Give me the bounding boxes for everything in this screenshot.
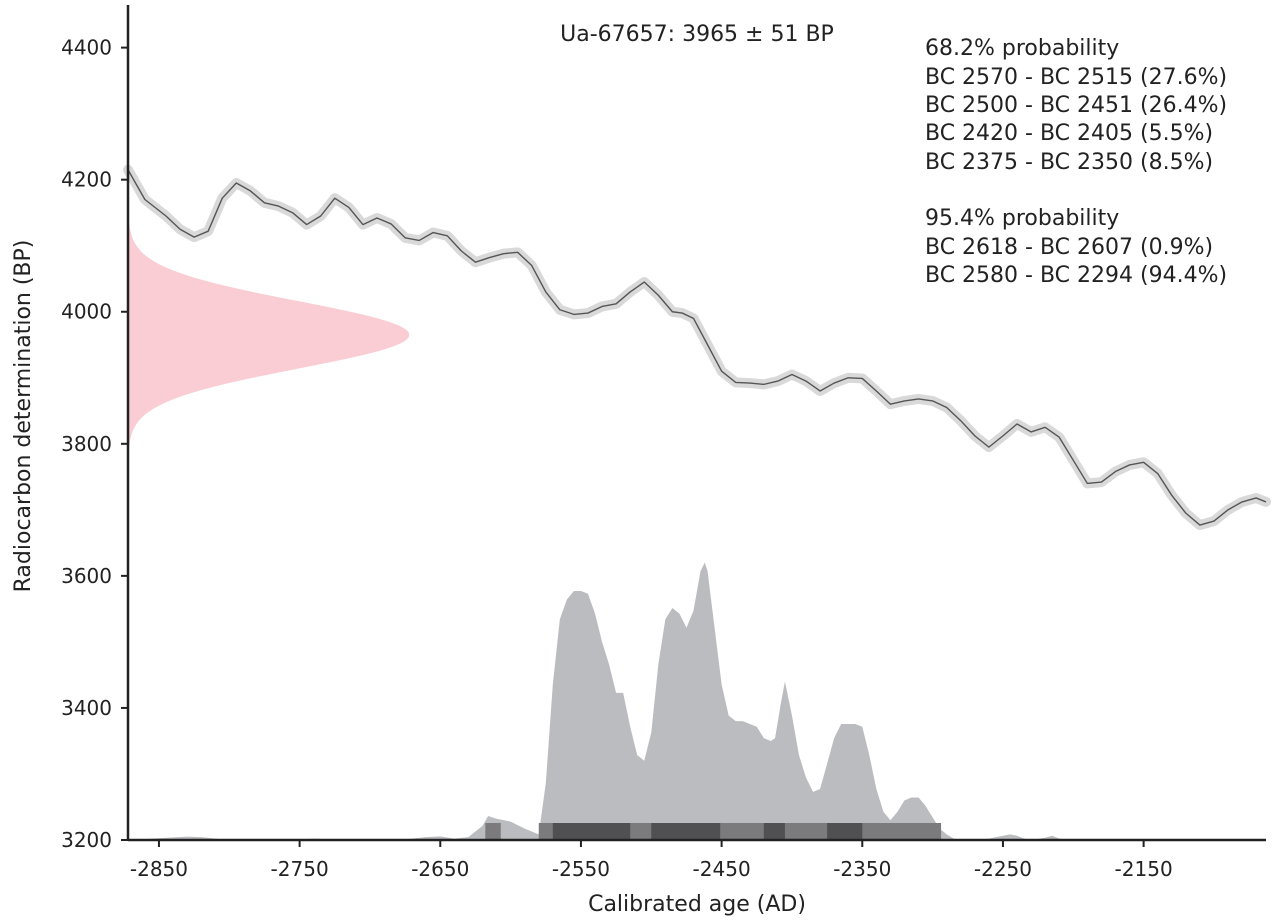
range-bar-95-1	[485, 823, 501, 840]
heading-95: 95.4% probability	[925, 206, 1119, 231]
probability-annotations: 68.2% probability BC 2570 - BC 2515 (27.…	[925, 36, 1227, 288]
x-tick-label: -2750	[271, 857, 329, 881]
y-tick-label: 4000	[61, 300, 112, 324]
range-bar-68-1	[552, 823, 631, 840]
calibration-curve	[123, 164, 1271, 531]
calibration-line	[127, 169, 1267, 526]
x-axis-title: Calibrated age (AD)	[588, 892, 806, 917]
range-bar-68-4	[827, 823, 863, 840]
y-tick-label: 3800	[61, 432, 112, 456]
range-68-1: BC 2570 - BC 2515 (27.6%)	[925, 65, 1227, 90]
y-tick-label: 3600	[61, 564, 112, 588]
x-tick-label: -2150	[1115, 857, 1173, 881]
range-68-3: BC 2420 - BC 2405 (5.5%)	[925, 121, 1213, 146]
x-tick-label: -2550	[552, 857, 610, 881]
range-68-4: BC 2375 - BC 2350 (8.5%)	[925, 150, 1213, 175]
x-tick-label: -2250	[974, 857, 1032, 881]
axes	[121, 5, 1266, 847]
range-68-2: BC 2500 - BC 2451 (26.4%)	[925, 93, 1227, 118]
measurement-distribution	[128, 200, 410, 470]
x-tick-label: -2850	[130, 857, 188, 881]
x-tick-label: -2450	[693, 857, 751, 881]
y-tick-label: 4200	[61, 168, 112, 192]
chart-title: Ua-67657: 3965 ± 51 BP	[560, 22, 834, 47]
posterior-distribution	[128, 562, 1266, 840]
y-axis-title: Radiocarbon determination (BP)	[11, 240, 36, 593]
x-tick-label: -2350	[833, 857, 891, 881]
range-bar-68-2	[651, 823, 721, 840]
range-bars	[485, 823, 942, 840]
range-95-2: BC 2580 - BC 2294 (94.4%)	[925, 263, 1227, 288]
posterior-area	[128, 562, 1266, 840]
range-95-1: BC 2618 - BC 2607 (0.9%)	[925, 235, 1213, 260]
measurement-density	[128, 200, 410, 470]
y-tick-label: 3200	[61, 828, 112, 852]
y-tick-label: 3400	[61, 696, 112, 720]
y-tick-label: 4400	[61, 36, 112, 60]
heading-68: 68.2% probability	[925, 36, 1119, 61]
range-bar-68-3	[763, 823, 785, 840]
tick-labels: -2850 -2750 -2650 -2550 -2450 -2350 -2250 -2150…	[61, 36, 1173, 881]
x-tick-label: -2650	[411, 857, 469, 881]
